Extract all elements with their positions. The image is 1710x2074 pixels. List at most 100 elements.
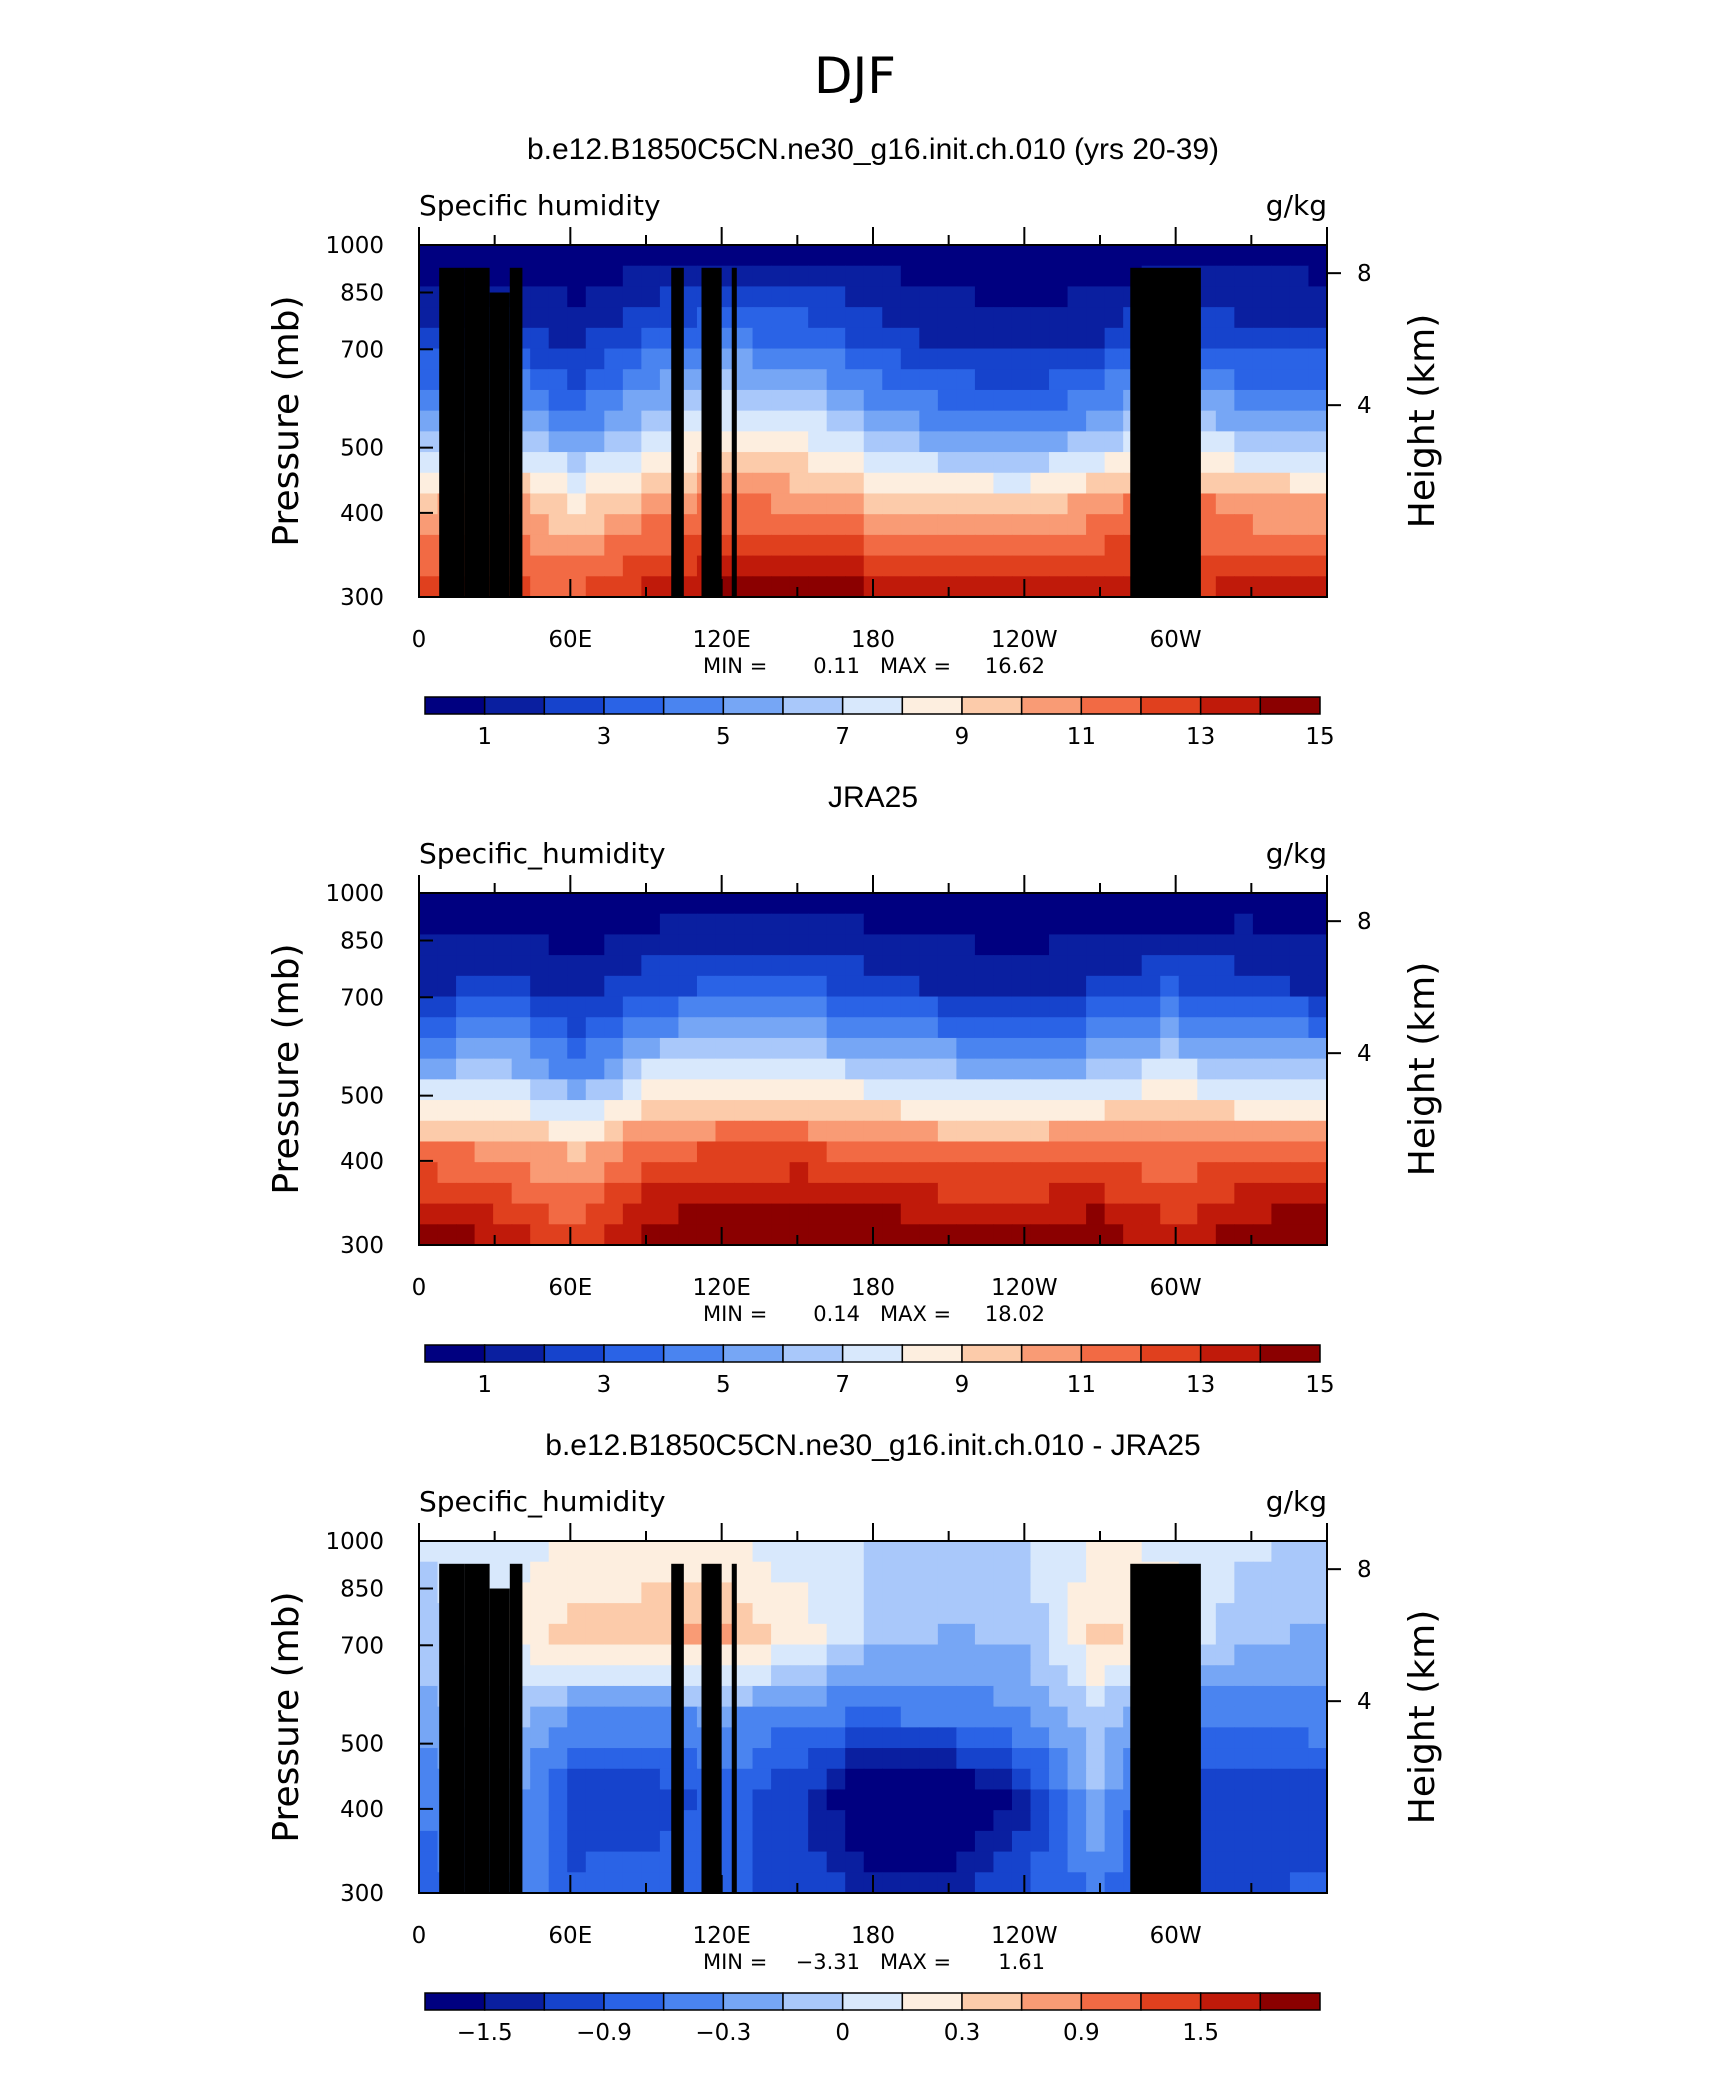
heatmap-cell (1141, 893, 1161, 915)
heatmap-cell (1289, 431, 1310, 453)
heatmap-cell (511, 955, 531, 977)
heatmap-cell (1086, 1810, 1106, 1832)
heatmap-cell (437, 1058, 457, 1080)
heatmap-cell (456, 1058, 476, 1080)
heatmap-cell (1067, 1727, 1087, 1749)
heatmap-cell (622, 1100, 642, 1122)
heatmap-cell (567, 307, 587, 329)
heatmap-cell (789, 493, 809, 515)
heatmap-cell (845, 389, 865, 412)
heatmap-cell (1011, 369, 1032, 391)
heatmap-cell (826, 1541, 846, 1563)
heatmap-cell (919, 472, 939, 495)
heatmap-cell (900, 1017, 920, 1039)
heatmap-cell (1049, 893, 1069, 915)
heatmap-cell (845, 1810, 865, 1832)
heatmap-cell (715, 996, 735, 1018)
heatmap-cell (1030, 955, 1050, 977)
heatmap-cell (1252, 265, 1273, 288)
heatmap-cell (900, 286, 920, 308)
heatmap-cell (845, 327, 865, 350)
heatmap-cell (548, 1727, 568, 1749)
heatmap-cell (752, 1644, 772, 1666)
heatmap-cell (1178, 1100, 1198, 1122)
heatmap-cell (1215, 389, 1235, 412)
heatmap-cell (1178, 245, 1198, 267)
heatmap-cell (419, 975, 439, 998)
heatmap-cell (956, 1706, 976, 1728)
heatmap-cell (696, 1203, 717, 1225)
heatmap-cell (808, 913, 828, 936)
heatmap-cell (1067, 1872, 1087, 1894)
heatmap-cell (993, 348, 1013, 370)
heatmap-cell (567, 493, 587, 515)
heatmap-cell (919, 1810, 939, 1832)
heatmap-cell (419, 327, 439, 350)
heatmap-cell (752, 307, 772, 329)
heatmap-cell (771, 1830, 791, 1853)
heatmap-cell (1104, 514, 1124, 536)
heatmap-cell (1197, 975, 1217, 998)
colorbar-box (1199, 696, 1262, 715)
colorbar-box (1259, 696, 1321, 715)
heatmap-cell (974, 265, 995, 288)
heatmap-cell (752, 555, 772, 577)
heatmap-cell (1308, 1872, 1328, 1894)
heatmap-cell (1160, 1017, 1180, 1039)
heatmap-cell (1252, 1017, 1273, 1039)
heatmap-cell (771, 369, 791, 391)
heatmap-cell (771, 1100, 791, 1122)
heatmap-cell (604, 286, 624, 308)
heatmap-cell (974, 1727, 995, 1749)
heatmap-cell (919, 1162, 939, 1184)
heatmap-cell (641, 1872, 661, 1894)
heatmap-cell (1271, 1058, 1291, 1080)
heatmap-cell (1067, 1224, 1087, 1246)
heatmap-cell (1030, 1162, 1050, 1184)
heatmap-cell (789, 1748, 809, 1770)
heatmap-cell (734, 955, 754, 977)
heatmap-cell (622, 1830, 642, 1853)
heatmap-cell (1289, 369, 1310, 391)
heatmap-cell (419, 369, 439, 391)
heatmap-cell (734, 534, 754, 557)
heatmap-cell (752, 1079, 772, 1101)
heatmap-cell (882, 913, 902, 936)
colorbar-box (483, 696, 546, 715)
heatmap-cell (1030, 245, 1050, 267)
heatmap-cell (1104, 576, 1124, 598)
heatmap-cell (622, 493, 642, 515)
heatmap-cell (937, 955, 957, 977)
heatmap-cell (548, 1100, 568, 1122)
heatmap-cell (1271, 1224, 1291, 1246)
heatmap-cell (456, 996, 476, 1018)
heatmap-cell (863, 1100, 883, 1122)
heatmap-cell (548, 307, 568, 329)
heatmap-cell (734, 514, 754, 536)
heatmap-cell (1011, 327, 1032, 350)
heatmap-cell (585, 1541, 605, 1563)
heatmap-cell (1215, 893, 1235, 915)
heatmap-cell (474, 1141, 494, 1163)
heatmap-cell (493, 1141, 513, 1163)
heatmap-cell (808, 514, 828, 536)
heatmap-cell (956, 265, 976, 288)
heatmap-cell (993, 1789, 1013, 1811)
heatmap-cell (1123, 1203, 1143, 1225)
heatmap-cell (1049, 245, 1069, 267)
heatmap-cell (919, 327, 939, 350)
heatmap-cell (808, 286, 828, 308)
heatmap-cell (567, 1789, 587, 1811)
heatmap-cell (937, 327, 957, 350)
heatmap-cell (530, 1561, 550, 1584)
heatmap-cell (919, 534, 939, 557)
heatmap-cell (808, 1224, 828, 1246)
heatmap-cell (771, 555, 791, 577)
heatmap-cell (1141, 245, 1161, 267)
x-tick-label: 60W (1150, 1275, 1202, 1301)
heatmap-cell (1197, 1162, 1217, 1184)
heatmap-cell (1234, 1644, 1254, 1666)
heatmap-cell (530, 1789, 550, 1811)
heatmap-cell (826, 452, 846, 474)
heatmap-cell (863, 245, 883, 267)
